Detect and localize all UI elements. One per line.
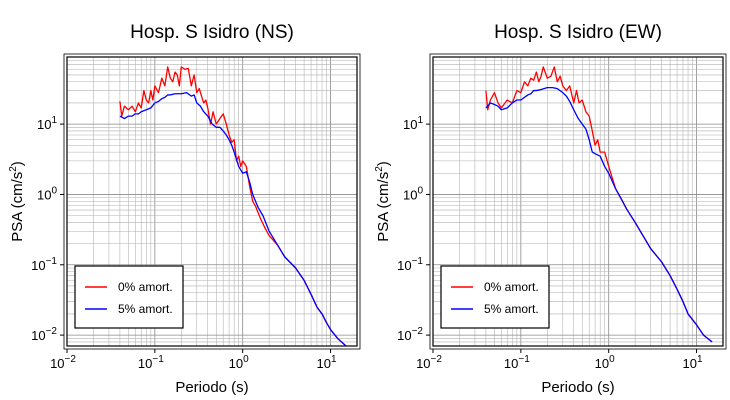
legend: 0% amort. 5% amort. [74, 265, 184, 329]
legend-box [74, 265, 184, 329]
grid [66, 56, 358, 347]
legend-label: 5% amort. [484, 302, 539, 316]
chart-title: Hosp. S Isidro (NS) [130, 22, 294, 43]
x-tick-label: 10−2 [50, 354, 76, 371]
legend: 0% amort. 5% amort. [440, 265, 550, 329]
x-tick-label: 10−2 [416, 354, 442, 371]
tick-marks [426, 123, 698, 353]
series-line-amort-5 [119, 92, 347, 346]
legend-label: 5% amort. [118, 302, 173, 316]
plot-frame-outer [429, 53, 727, 350]
x-tick-label: 100 [595, 354, 615, 371]
legend-label: 0% amort. [484, 280, 539, 294]
y-axis-label: PSA (cm/s2) [374, 161, 392, 242]
y-tick-label: 100 [403, 185, 423, 202]
x-tick-label: 101 [683, 354, 703, 371]
plot-frame [66, 56, 358, 347]
y-tick-label: 10−1 [31, 256, 57, 273]
y-axis-label: PSA (cm/s2) [8, 161, 26, 242]
x-tick-label: 10−1 [138, 354, 164, 371]
plot-frame [432, 56, 724, 347]
legend-box [440, 265, 550, 329]
y-tick-label: 100 [37, 185, 57, 202]
y-tick-label: 101 [403, 115, 423, 132]
x-axis-label: Periodo (s) [541, 379, 614, 396]
x-tick-label: 10−1 [504, 354, 530, 371]
tick-marks [60, 123, 332, 353]
series-line-amort-5 [485, 87, 713, 343]
x-axis-label: Periodo (s) [175, 379, 248, 396]
chart-title: Hosp. S Isidro (EW) [494, 22, 662, 43]
legend-label: 0% amort. [118, 280, 173, 294]
x-tick-label: 101 [317, 354, 337, 371]
chart-panel-ns: Hosp. S Isidro (NS) 10−2 10−1 100 101 10−2 10−… [8, 22, 361, 396]
y-tick-label: 10−2 [397, 326, 423, 343]
plot-frame-outer [63, 53, 361, 350]
y-tick-label: 10−1 [397, 256, 423, 273]
y-tick-label: 101 [37, 115, 57, 132]
series-line-amort-0 [119, 66, 347, 346]
chart-panel-ew: Hosp. S Isidro (EW) 10−2 10−1 100 101 10−2 10−… [374, 22, 727, 396]
y-tick-label: 10−2 [31, 326, 57, 343]
x-tick-label: 100 [229, 354, 249, 371]
